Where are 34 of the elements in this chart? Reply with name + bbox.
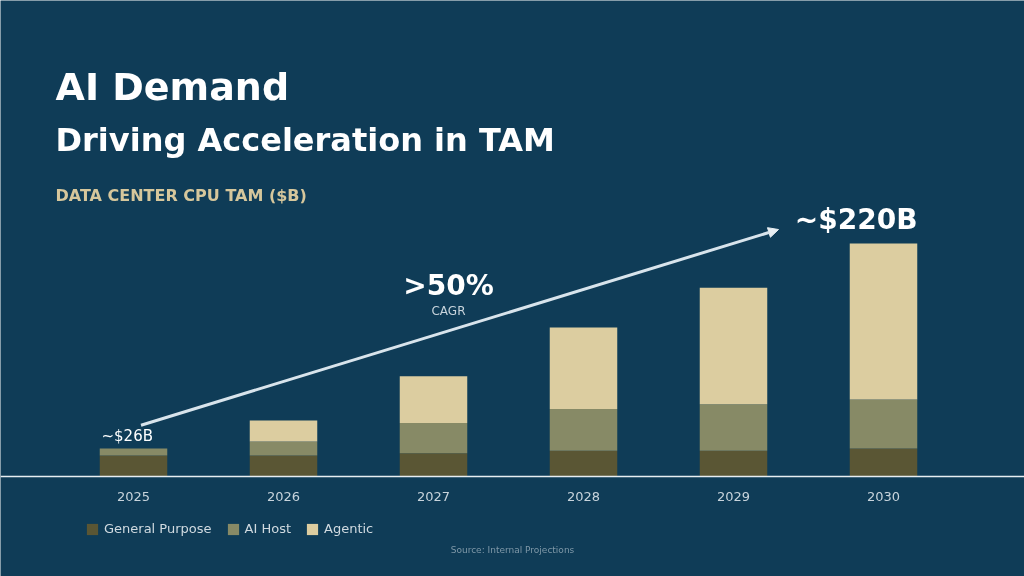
bar bbox=[549, 408, 618, 451]
legend-label: Agentic bbox=[324, 521, 374, 536]
legend-label: AI Host bbox=[244, 521, 292, 536]
x-tick-label: 2025 bbox=[116, 488, 151, 504]
bar bbox=[849, 399, 918, 449]
x-tick-label: 2029 bbox=[716, 488, 751, 504]
bar bbox=[699, 450, 768, 477]
bar bbox=[849, 448, 918, 477]
x-tick-label: 2027 bbox=[416, 488, 451, 504]
bar bbox=[849, 243, 918, 400]
bar bbox=[249, 420, 318, 442]
source-note: Source: Internal Projections bbox=[450, 544, 575, 555]
x-tick-label: 2026 bbox=[266, 488, 301, 504]
bar bbox=[99, 448, 168, 456]
annotation: CAGR bbox=[431, 304, 466, 319]
bar bbox=[399, 453, 468, 477]
x-tick-label: 2028 bbox=[566, 488, 601, 504]
bar bbox=[99, 455, 168, 477]
y-axis-title: DATA CENTER CPU TAM ($B) bbox=[55, 185, 307, 205]
chart-title: AI Demand bbox=[55, 64, 290, 109]
bar bbox=[699, 404, 768, 451]
bar bbox=[399, 376, 468, 423]
x-tick-label: 2030 bbox=[866, 488, 901, 504]
bar bbox=[549, 450, 618, 477]
legend-label: General Purpose bbox=[104, 521, 212, 536]
chart-subtitle: Driving Acceleration in TAM bbox=[55, 120, 555, 159]
annotation: >50% bbox=[403, 268, 494, 302]
bar bbox=[249, 441, 318, 456]
annotation: ~$220B bbox=[794, 202, 918, 236]
annotation: ~$26B bbox=[101, 426, 153, 445]
bar bbox=[549, 327, 618, 409]
bar bbox=[699, 287, 768, 405]
bar bbox=[249, 455, 318, 477]
bar bbox=[399, 422, 468, 454]
